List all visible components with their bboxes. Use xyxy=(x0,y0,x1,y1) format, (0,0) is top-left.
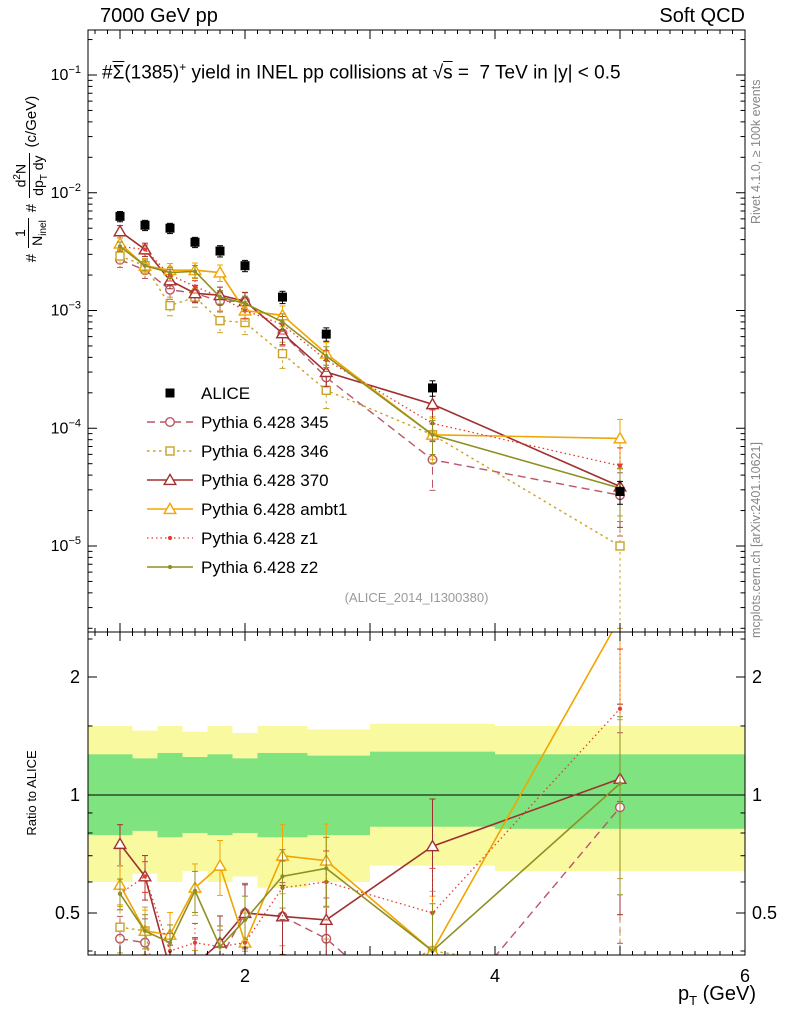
svg-text:0.5: 0.5 xyxy=(752,903,777,923)
legend: ALICE Pythia 6.428 345 Pythia 6.428 346 Pyt… xyxy=(147,384,347,577)
svg-text:Pythia 6.428 345: Pythia 6.428 345 xyxy=(201,413,329,432)
mcplots-attribution-note: mcplots.cern.ch [arXiv:2401.10621] xyxy=(749,442,763,638)
svg-text:6: 6 xyxy=(740,966,750,986)
ylabel-frac-inel: 1 Ninel xyxy=(12,218,50,248)
svg-text:1: 1 xyxy=(752,785,762,805)
svg-text:Pythia 6.428 346: Pythia 6.428 346 xyxy=(201,442,329,461)
svg-text:ALICE: ALICE xyxy=(201,384,250,403)
svg-text:Pythia 6.428 370: Pythia 6.428 370 xyxy=(201,471,329,490)
ylabel-hash1: # xyxy=(22,253,40,263)
beam-energy-label: 7000 GeV pp xyxy=(100,5,218,27)
svg-text:10−1: 10−1 xyxy=(51,64,81,84)
title-hash: # xyxy=(102,62,113,84)
process-group-label: Soft QCD xyxy=(659,5,745,27)
ratio-tick-labels: 2 2 1 1 0.5 0.5 xyxy=(55,667,777,923)
title-sigma: Σ xyxy=(112,62,125,84)
y-tick-labels: 10−1 10−2 10−3 10−4 10−5 xyxy=(51,64,81,555)
analysis-id-watermark: (ALICE_2014_I1300380) xyxy=(344,590,489,605)
svg-text:4: 4 xyxy=(490,966,500,986)
svg-text:10−3: 10−3 xyxy=(51,300,81,320)
svg-text:Pythia 6.428 z2: Pythia 6.428 z2 xyxy=(201,558,318,577)
ylabel-hash2: # xyxy=(22,203,40,213)
svg-text:10−5: 10−5 xyxy=(51,535,81,555)
svg-text:0.5: 0.5 xyxy=(55,903,80,923)
svg-text:2: 2 xyxy=(70,667,80,687)
ratio-uncertainty-bands xyxy=(88,723,745,888)
svg-text:Pythia 6.428 z1: Pythia 6.428 z1 xyxy=(201,529,318,548)
title-mass: (1385) xyxy=(124,62,180,84)
ratio-axis-label: Ratio to ALICE xyxy=(24,750,39,836)
plot-title: #Σ(1385)+ yield in INEL pp collisions at… xyxy=(102,60,621,84)
x-tick-labels: 2 4 6 xyxy=(240,966,750,986)
axis-ticks xyxy=(88,30,745,955)
title-suffix: = 7 TeV in |y| < 0.5 xyxy=(452,62,621,84)
svg-text:2: 2 xyxy=(752,667,762,687)
ylabel-units: (c/GeV) xyxy=(22,95,40,148)
title-sqrt-arg: s xyxy=(443,62,453,84)
svg-text:1: 1 xyxy=(70,785,80,805)
svg-text:10−4: 10−4 xyxy=(51,417,81,437)
radical-sign: √ xyxy=(432,62,444,84)
x-axis-label: pT (GeV) xyxy=(678,983,756,1008)
svg-text:Pythia 6.428 ambt1: Pythia 6.428 ambt1 xyxy=(201,500,347,519)
svg-text:2: 2 xyxy=(240,966,250,986)
main-panel-series xyxy=(112,211,628,629)
ylabel-frac-d2n: d2N dpT dy xyxy=(12,153,51,198)
title-charge: + xyxy=(179,60,187,74)
rivet-version-note: Rivet 4.1.0, ≥ 100k events xyxy=(749,79,763,224)
title-middle: yield in INEL pp collisions at xyxy=(186,62,433,84)
svg-text:10−2: 10−2 xyxy=(51,182,81,202)
y-axis-label: # 1 Ninel # d2N dpT dy (c/GeV) xyxy=(12,14,51,344)
